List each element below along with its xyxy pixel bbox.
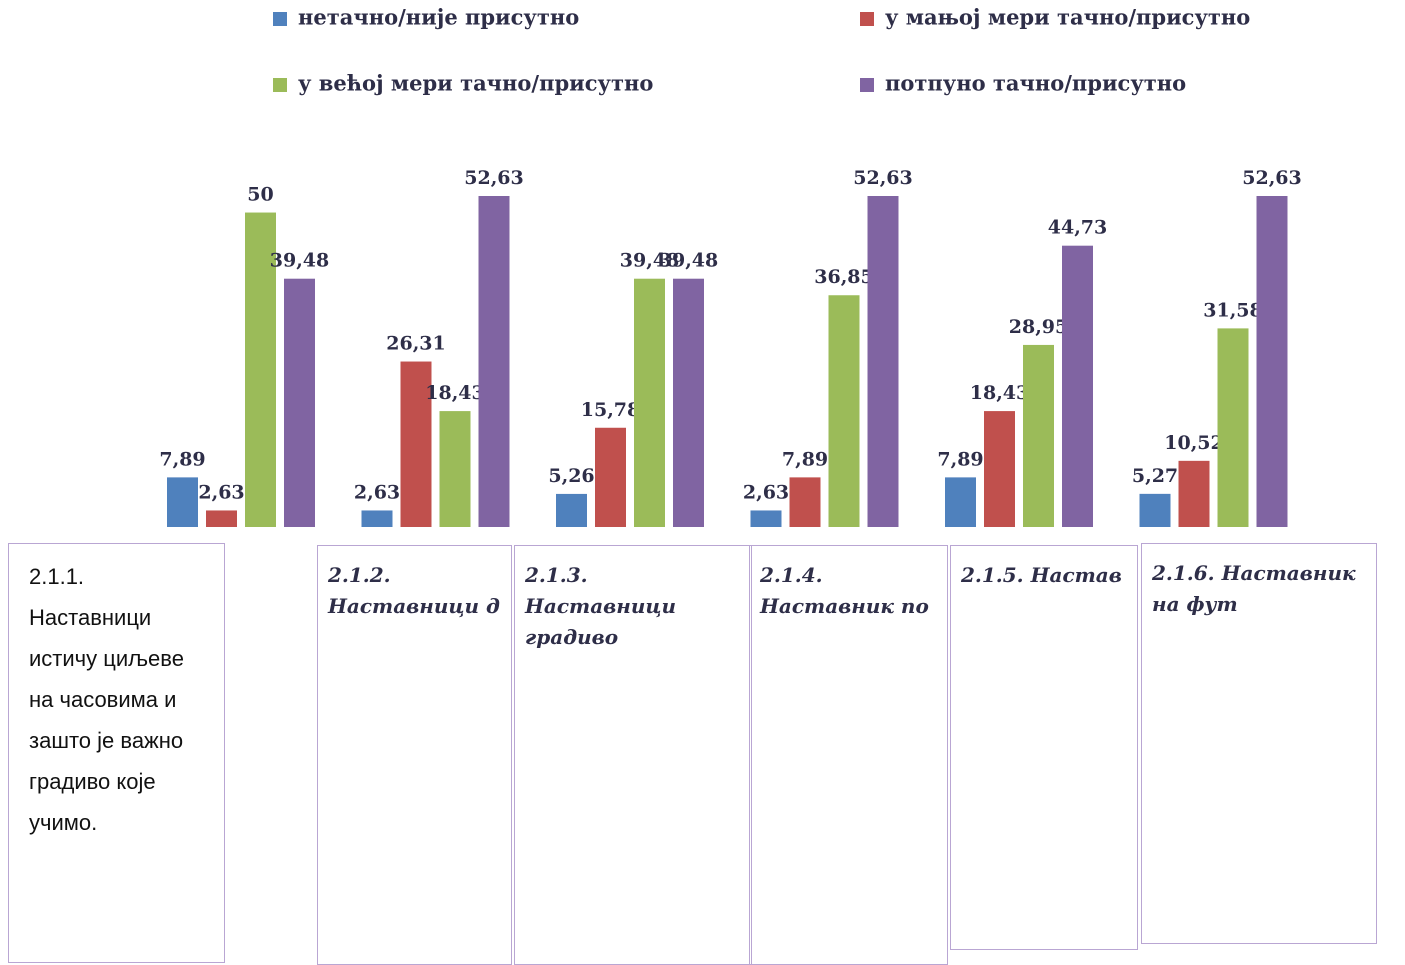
legend-swatch (273, 12, 287, 26)
bar (284, 278, 315, 527)
value-label: 10,52 (1164, 432, 1224, 454)
bar (245, 212, 276, 527)
value-label: 31,58 (1203, 299, 1263, 321)
chart: нетачно/није присутно у мањој мери тачно/… (159, 5, 1302, 528)
category-label: 2.1.2. Наставници д (328, 563, 500, 618)
bar (167, 477, 198, 527)
value-label: 50 (247, 184, 273, 206)
category-label: 2.1.3. Наставници градиво (525, 563, 677, 649)
bar (206, 510, 237, 527)
bar (1256, 196, 1288, 527)
value-label: 5,26 (548, 465, 594, 487)
value-label: 39,48 (620, 250, 680, 272)
bar (361, 510, 393, 527)
legend-label: у већој мери тачно/присутно (298, 71, 653, 96)
bar (478, 196, 510, 527)
bar (634, 278, 665, 527)
bar (400, 361, 432, 527)
value-label: 18,43 (970, 382, 1030, 404)
bar (1139, 493, 1171, 527)
category-box: 2.1.3. Наставници градиво (514, 545, 752, 965)
bar (556, 493, 587, 527)
value-label: 52,63 (464, 167, 524, 189)
legend-label: потпуно тачно/присутно (885, 71, 1186, 96)
category-label: 2.1.5. Настав (961, 563, 1122, 587)
category-label: 2.1.1. Наставници истичу циљеве на часов… (29, 564, 184, 835)
bar (439, 411, 471, 527)
value-label: 28,95 (1009, 316, 1069, 338)
category-box: 2.1.6. Наставник на фут (1141, 543, 1377, 944)
value-label: 2,63 (198, 481, 244, 503)
value-label: 15,78 (581, 399, 641, 421)
category-label: 2.1.4. Наставник по (760, 563, 929, 618)
legend-label: нетачно/није присутно (298, 5, 579, 30)
value-label: 18,43 (425, 382, 485, 404)
value-label: 39,48 (270, 250, 330, 272)
value-label: 52,63 (1242, 167, 1302, 189)
category-box: 2.1.1. Наставници истичу циљеве на часов… (8, 543, 225, 963)
value-label: 26,31 (386, 333, 446, 355)
category-box: 2.1.4. Наставник по (749, 545, 948, 965)
bar (595, 427, 626, 527)
value-label: 39,48 (659, 250, 719, 272)
bar (945, 477, 976, 527)
legend-label: у мањој мери тачно/присутно (885, 5, 1250, 30)
value-label: 2,63 (743, 481, 789, 503)
value-label: 44,73 (1048, 217, 1108, 239)
bar (750, 510, 782, 527)
value-label: 36,85 (814, 266, 874, 288)
bar (867, 196, 899, 527)
legend-swatch (860, 78, 874, 92)
bar (673, 278, 704, 527)
bar (1023, 344, 1054, 527)
value-label: 7,89 (159, 448, 205, 470)
value-label: 5,27 (1132, 465, 1178, 487)
bar (1178, 460, 1210, 527)
bar (789, 477, 821, 527)
category-label: 2.1.6. Наставник на фут (1152, 561, 1356, 616)
value-label: 7,89 (937, 448, 983, 470)
bar (828, 295, 860, 527)
category-box: 2.1.2. Наставници д (317, 545, 512, 965)
category-box: 2.1.5. Настав (950, 545, 1138, 950)
bar (984, 411, 1015, 527)
value-label: 7,89 (782, 448, 828, 470)
legend-swatch (273, 78, 287, 92)
bar (1062, 245, 1093, 528)
bar (1217, 328, 1249, 527)
value-label: 2,63 (354, 481, 400, 503)
legend-swatch (860, 12, 874, 26)
value-label: 52,63 (853, 167, 913, 189)
